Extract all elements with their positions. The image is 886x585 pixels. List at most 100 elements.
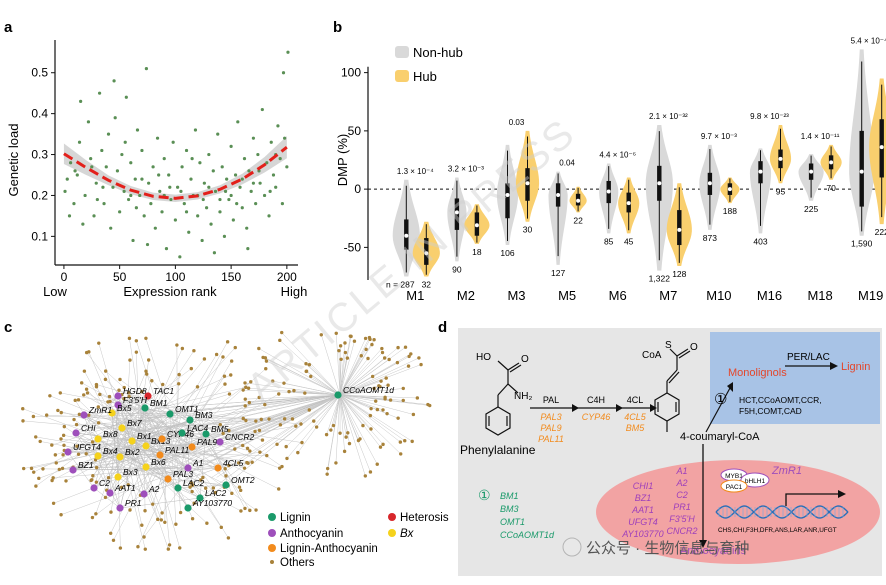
network-node-other (140, 523, 143, 526)
lower-lignin-gene: BM1 (500, 491, 519, 501)
network-gene-label: CNCR2 (225, 432, 255, 442)
network-node-other (142, 535, 145, 538)
network-node-gene (114, 473, 121, 480)
violin-hub-M6-median (627, 201, 631, 205)
tf-pac1-label: PAC1 (726, 484, 743, 491)
network-node-other (135, 350, 138, 353)
a-scatter-point (227, 198, 230, 201)
network-node-other (292, 389, 295, 392)
a-scatter-point (230, 194, 233, 197)
n-hub-M7: 128 (672, 269, 686, 279)
nh2-label: NH₂ (514, 391, 532, 402)
violin-nonhub-M18-median (809, 170, 813, 174)
network-node-other (58, 468, 61, 471)
c-legend-dot (268, 513, 276, 521)
network-node-other (230, 492, 233, 495)
module-label-M3: M3 (507, 288, 525, 303)
network-node-other (294, 424, 297, 427)
a-scatter-point (203, 182, 206, 185)
network-node-other (381, 351, 384, 354)
antho-gene: PR1 (673, 502, 691, 512)
monolignols-label: Monolignols (728, 367, 787, 379)
network-node-other (62, 434, 65, 437)
a-scatter-point (218, 198, 221, 201)
o-label-1: O (521, 354, 529, 365)
network-node-other (59, 513, 62, 516)
a-scatter-point (267, 214, 270, 217)
n-hub-M18: 70 (826, 183, 836, 193)
network-node-other (245, 461, 248, 464)
network-node-gene (334, 391, 341, 398)
network-node-other (160, 511, 163, 514)
a-scatter-point (140, 177, 143, 180)
network-node-other (32, 470, 35, 473)
a-scatter-point (202, 198, 205, 201)
antho-gene: AY103770 (621, 529, 663, 539)
a-scatter-point (246, 247, 249, 250)
network-node-other (374, 399, 377, 402)
lower-lignin-gene: BM3 (500, 504, 519, 514)
step-gene: PAL3 (540, 412, 561, 422)
network-node-other (396, 346, 399, 349)
network-node-other (85, 388, 88, 391)
network-node-other (275, 443, 278, 446)
network-node-other (163, 521, 166, 524)
violin-hub-M7-median (677, 228, 681, 232)
network-node-gene (174, 484, 181, 491)
a-scatter-point (83, 194, 86, 197)
network-node-other (32, 415, 35, 418)
a-scatter-point (157, 173, 160, 176)
network-node-other (128, 337, 131, 340)
network-node-other (360, 354, 363, 357)
network-node-other (407, 364, 410, 367)
network-node-other (283, 417, 286, 420)
a-scatter-point (114, 116, 117, 119)
network-node-other (118, 378, 121, 381)
a-y-tick-label: 0.2 (31, 188, 48, 202)
network-node-other (156, 518, 159, 521)
network-node-other (191, 517, 194, 520)
panel-a-low-label: Low (43, 284, 67, 299)
network-node-other (312, 419, 315, 422)
network-node-other (332, 424, 335, 427)
a-scatter-point (194, 128, 197, 131)
network-node-other (205, 521, 208, 524)
lignin-box-genes-1: HCT,CCoAOMT,CCR, (739, 395, 822, 405)
network-node-other (368, 336, 371, 339)
network-node-gene (216, 438, 223, 445)
coa-label: CoA (642, 350, 662, 361)
network-node-other (396, 361, 399, 364)
network-gene-label: AY103770 (192, 498, 232, 508)
network-node-other (364, 337, 367, 340)
a-scatter-point (131, 239, 134, 242)
network-node-other (178, 546, 181, 549)
network-node-other (220, 526, 223, 529)
step-gene: CYP46 (582, 412, 611, 422)
step-gene: PAL11 (538, 434, 564, 444)
p-value-M10: 9.7 × 10⁻³ (701, 132, 737, 141)
a-scatter-point (129, 161, 132, 164)
a-scatter-point (168, 186, 171, 189)
a-scatter-point (143, 214, 146, 217)
a-scatter-point (218, 210, 221, 213)
network-node-other (244, 397, 247, 400)
network-node-other (56, 409, 59, 412)
network-node-other (143, 509, 146, 512)
c-legend-label: Anthocyanin (280, 528, 343, 540)
n-hub-M16: 95 (776, 186, 786, 196)
network-node-other (364, 348, 367, 351)
network-node-other (239, 489, 242, 492)
network-node-other (241, 388, 244, 391)
a-scatter-point (154, 227, 157, 230)
a-scatter-point (109, 227, 112, 230)
network-node-other (380, 347, 383, 350)
a-scatter-point (78, 141, 81, 144)
a-scatter-point (111, 186, 114, 189)
network-gene-label: A2 (148, 484, 160, 494)
network-node-other (369, 407, 372, 410)
b-y-tick-label: 50 (348, 124, 362, 138)
tf-bhlh1-label: bHLH1 (745, 478, 766, 485)
network-node-other (177, 382, 180, 385)
network-node-other (369, 427, 372, 430)
network-node-other (411, 440, 414, 443)
